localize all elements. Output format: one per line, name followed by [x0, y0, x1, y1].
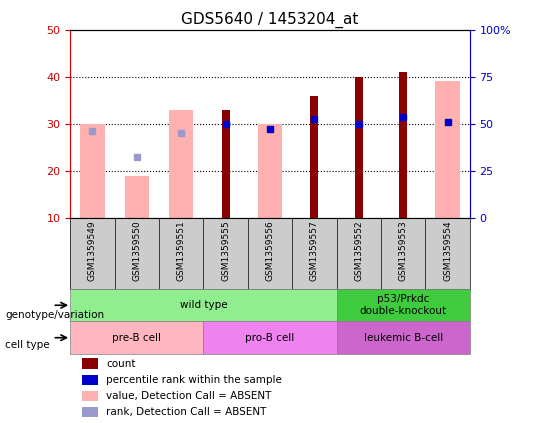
Text: cell type: cell type	[5, 340, 50, 350]
Bar	[399, 72, 407, 218]
Text: wild type: wild type	[180, 300, 227, 310]
Text: pro-B cell: pro-B cell	[245, 333, 295, 343]
Text: GSM1359550: GSM1359550	[132, 220, 141, 281]
Bar	[310, 96, 319, 218]
Bar	[82, 391, 98, 401]
Text: genotype/variation: genotype/variation	[5, 310, 105, 320]
Bar	[336, 289, 470, 321]
Bar	[258, 124, 282, 218]
Text: rank, Detection Call = ABSENT: rank, Detection Call = ABSENT	[106, 407, 267, 417]
Text: value, Detection Call = ABSENT: value, Detection Call = ABSENT	[106, 391, 272, 401]
Title: GDS5640 / 1453204_at: GDS5640 / 1453204_at	[181, 12, 359, 28]
Bar	[82, 375, 98, 385]
Text: pre-B cell: pre-B cell	[112, 333, 161, 343]
Bar	[169, 110, 193, 218]
Bar	[204, 321, 336, 354]
Bar	[82, 407, 98, 418]
Text: p53/Prkdc
double-knockout: p53/Prkdc double-knockout	[360, 294, 447, 316]
Text: GSM1359552: GSM1359552	[354, 220, 363, 281]
Bar	[82, 358, 98, 369]
Text: percentile rank within the sample: percentile rank within the sample	[106, 375, 282, 385]
Bar	[70, 289, 336, 321]
Text: GSM1359549: GSM1359549	[88, 220, 97, 281]
Bar	[336, 321, 470, 354]
Text: GSM1359553: GSM1359553	[399, 220, 408, 281]
Bar	[125, 176, 149, 218]
Bar	[355, 77, 363, 218]
Text: GSM1359555: GSM1359555	[221, 220, 230, 281]
Text: GSM1359556: GSM1359556	[266, 220, 274, 281]
Text: count: count	[106, 359, 136, 368]
Bar	[435, 82, 460, 218]
Bar	[70, 321, 204, 354]
Text: GSM1359554: GSM1359554	[443, 220, 452, 281]
Text: GSM1359551: GSM1359551	[177, 220, 186, 281]
Text: leukemic B-cell: leukemic B-cell	[363, 333, 443, 343]
Bar	[80, 124, 105, 218]
Text: GSM1359557: GSM1359557	[310, 220, 319, 281]
Bar	[221, 110, 229, 218]
